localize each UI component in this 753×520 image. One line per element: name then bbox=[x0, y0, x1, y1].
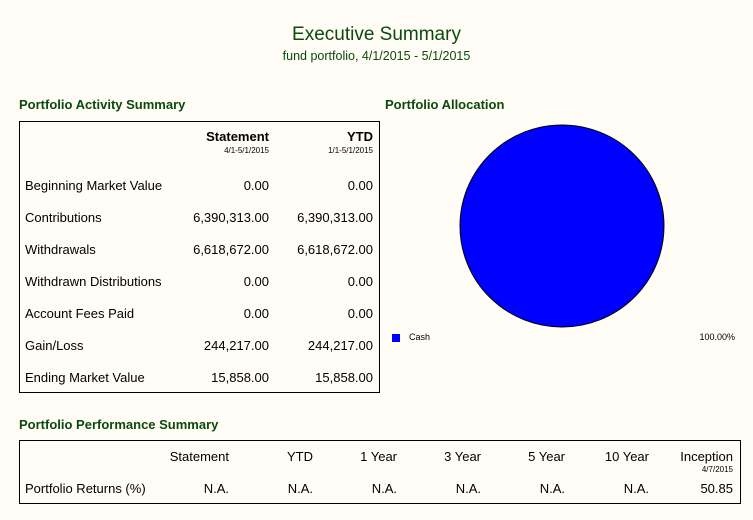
allocation-heading: Portfolio Allocation bbox=[385, 97, 505, 112]
cell-ytd: 0.00 bbox=[347, 178, 373, 193]
perf-col-5-year: 5 Year bbox=[528, 449, 565, 464]
allocation-pie-chart bbox=[459, 124, 665, 328]
perf-inception-date: 4/7/2015 bbox=[701, 465, 733, 474]
perf-cell-statement: N.A. bbox=[203, 481, 229, 496]
cell-ytd: 6,390,313.00 bbox=[297, 210, 373, 225]
perf-col-3-year: 3 Year bbox=[444, 449, 481, 464]
cell-ytd: 6,618,672.00 bbox=[297, 242, 373, 257]
perf-col-ytd: YTD bbox=[287, 449, 313, 464]
pie-slice-cash bbox=[459, 124, 665, 328]
perf-col-inception: Inception bbox=[680, 449, 733, 464]
perf-cell-5-year: N.A. bbox=[539, 481, 565, 496]
perf-cell-3-year: N.A. bbox=[455, 481, 481, 496]
perf-cell-1-year: N.A. bbox=[371, 481, 397, 496]
cell-statement: 244,217.00 bbox=[203, 338, 269, 353]
col-head-ytd: YTD bbox=[347, 129, 373, 144]
cell-statement: 6,390,313.00 bbox=[193, 210, 269, 225]
cell-statement: 0.00 bbox=[243, 178, 269, 193]
row-label: Account Fees Paid bbox=[25, 306, 135, 321]
cell-ytd: 0.00 bbox=[347, 306, 373, 321]
cell-statement: 0.00 bbox=[243, 306, 269, 321]
row-label: Beginning Market Value bbox=[25, 178, 163, 193]
performance-heading: Portfolio Performance Summary bbox=[19, 417, 219, 432]
performance-table: Statement YTD 1 Year 3 Year 5 Year 10 Ye… bbox=[19, 440, 741, 504]
activity-table: Statement 4/1-5/1/2015 YTD 1/1-5/1/2015 … bbox=[19, 121, 380, 393]
legend-cash-label: Cash bbox=[409, 332, 431, 342]
activity-heading: Portfolio Activity Summary bbox=[19, 97, 186, 112]
row-label: Withdrawals bbox=[25, 242, 96, 257]
cell-ytd: 244,217.00 bbox=[307, 338, 373, 353]
legend-cash-swatch bbox=[392, 334, 400, 342]
cell-statement: 6,618,672.00 bbox=[193, 242, 269, 257]
perf-cell-inception: 50.85 bbox=[700, 481, 733, 496]
row-label: Withdrawn Distributions bbox=[25, 274, 162, 289]
cell-ytd: 15,858.00 bbox=[315, 370, 373, 385]
row-label: Ending Market Value bbox=[25, 370, 145, 385]
col-head-statement: Statement bbox=[206, 129, 269, 144]
cell-statement: 15,858.00 bbox=[211, 370, 269, 385]
row-label: Gain/Loss bbox=[25, 338, 84, 353]
cell-ytd: 0.00 bbox=[347, 274, 373, 289]
perf-col-1-year: 1 Year bbox=[360, 449, 397, 464]
col-sub-ytd: 1/1-5/1/2015 bbox=[328, 146, 373, 155]
report-title: Executive Summary bbox=[292, 24, 461, 45]
row-label: Contributions bbox=[25, 210, 102, 225]
cell-statement: 0.00 bbox=[243, 274, 269, 289]
perf-row-label: Portfolio Returns (%) bbox=[25, 481, 146, 496]
report-subtitle: fund portfolio, 4/1/2015 - 5/1/2015 bbox=[282, 49, 471, 63]
col-sub-statement: 4/1-5/1/2015 bbox=[224, 146, 269, 155]
perf-cell-10-year: N.A. bbox=[623, 481, 649, 496]
perf-col-10-year: 10 Year bbox=[604, 449, 649, 464]
perf-col-statement: Statement bbox=[169, 449, 229, 464]
legend-cash-percent: 100.00% bbox=[699, 332, 735, 342]
perf-cell-ytd: N.A. bbox=[287, 481, 313, 496]
